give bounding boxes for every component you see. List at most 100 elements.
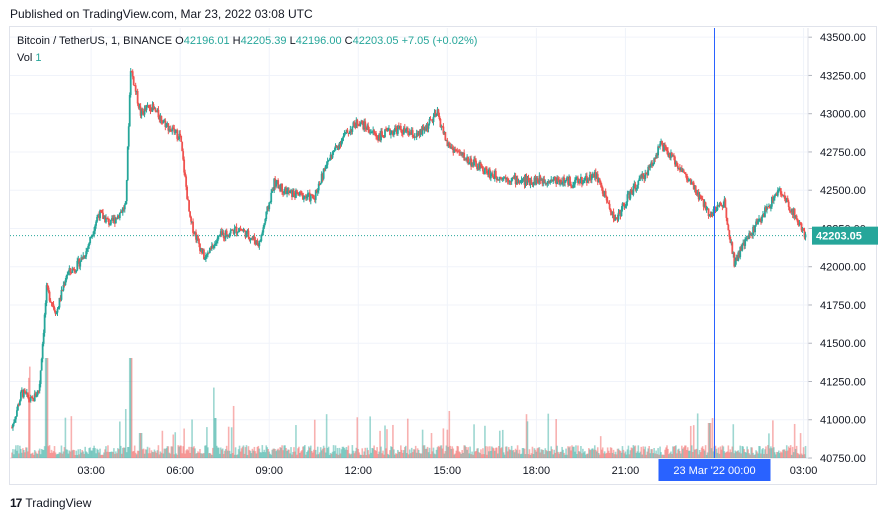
volume-bar — [392, 424, 394, 458]
volume-bar — [719, 446, 722, 458]
candle-body — [492, 176, 495, 179]
candle-body — [637, 180, 640, 185]
candle-body — [30, 397, 33, 399]
candle-body — [628, 193, 631, 199]
candle-body — [259, 240, 262, 242]
candle-body — [472, 162, 474, 166]
candle-body — [229, 230, 232, 234]
candle-body — [553, 176, 556, 180]
volume-bar — [269, 453, 272, 458]
candle-body — [200, 248, 202, 251]
volume-bar — [789, 445, 792, 458]
volume-bar — [663, 454, 665, 458]
candle-body — [500, 178, 503, 180]
candle-body — [172, 127, 175, 129]
volume-bar — [148, 447, 151, 458]
candle-body — [602, 193, 605, 197]
legend-high: 42205.39 — [240, 35, 287, 47]
volume-bar — [177, 445, 180, 458]
volume-bar — [418, 453, 421, 458]
candle-body — [113, 217, 116, 224]
candle-body — [343, 133, 346, 136]
volume-bar — [75, 450, 78, 458]
volume-bar — [667, 448, 669, 458]
candle-body — [774, 193, 777, 196]
volume-bar — [202, 453, 204, 458]
volume-bar — [383, 454, 385, 458]
candle-body — [310, 194, 313, 196]
candle-body — [680, 168, 683, 172]
candle-body — [438, 115, 441, 119]
candle-body — [741, 244, 744, 251]
candle-body — [242, 230, 245, 232]
volume-bar — [769, 448, 771, 458]
candle-body — [479, 163, 481, 169]
volume-bar — [172, 434, 175, 458]
candle-body — [213, 243, 216, 246]
volume-bar — [455, 450, 458, 458]
candle-body — [797, 222, 800, 225]
volume-bar — [636, 451, 639, 458]
volume-bar — [459, 452, 462, 458]
volume-bar — [261, 445, 264, 458]
candle-body — [663, 145, 665, 152]
candle-body — [380, 131, 382, 141]
volume-bar — [230, 427, 233, 458]
volume-bar — [51, 452, 54, 458]
volume-bar — [509, 450, 512, 458]
candle-body — [501, 177, 504, 180]
chart-frame[interactable] — [9, 26, 877, 485]
volume-bar — [271, 449, 274, 458]
footer-brand: TradingView — [25, 496, 92, 510]
volume-bar — [165, 448, 168, 458]
candle-body — [397, 125, 400, 129]
volume-bar — [566, 454, 568, 458]
footer[interactable]: 17 TradingView — [10, 496, 91, 510]
candle-body — [745, 238, 748, 240]
candle-body — [171, 127, 174, 132]
volume-bar — [357, 448, 360, 458]
volume-bar — [718, 453, 721, 458]
volume-bar — [98, 452, 100, 458]
candle-body — [743, 242, 746, 246]
candle-body — [245, 231, 248, 238]
volume-bar — [182, 446, 184, 458]
candle-body — [64, 280, 67, 286]
candle-body — [160, 115, 163, 122]
candle-body — [93, 230, 96, 235]
candle-body — [399, 126, 402, 130]
candle-body — [321, 173, 324, 179]
candle-body — [39, 370, 42, 384]
volume-bar — [536, 448, 539, 458]
candle-body — [522, 177, 525, 180]
volume-bar — [48, 445, 51, 458]
volume-bar — [637, 445, 640, 458]
candle-body — [28, 399, 31, 401]
volume-bar — [79, 449, 82, 458]
volume-bar — [692, 425, 695, 458]
volume-bar — [549, 451, 552, 458]
candle-body — [592, 173, 595, 178]
candle-body — [218, 234, 221, 236]
volume-bar — [650, 449, 652, 458]
volume-bar — [375, 450, 377, 458]
candle-body — [304, 195, 307, 198]
candle-body — [611, 211, 614, 216]
candle-body — [176, 129, 179, 139]
volume-bar — [506, 451, 509, 458]
volume-bar — [113, 448, 115, 458]
volume-bar — [84, 446, 86, 458]
candle-body — [478, 163, 480, 169]
volume-bar — [152, 452, 155, 458]
candle-body — [316, 190, 319, 193]
volume-bar — [599, 436, 602, 458]
volume-bar — [250, 453, 253, 458]
candle-body — [779, 188, 782, 195]
volume-bar — [115, 451, 117, 458]
volume-bar — [71, 450, 74, 458]
y-tick-label: 41000.00 — [820, 415, 866, 427]
volume-bar — [44, 358, 47, 458]
candle-body — [525, 177, 528, 183]
candle-body — [771, 196, 774, 201]
